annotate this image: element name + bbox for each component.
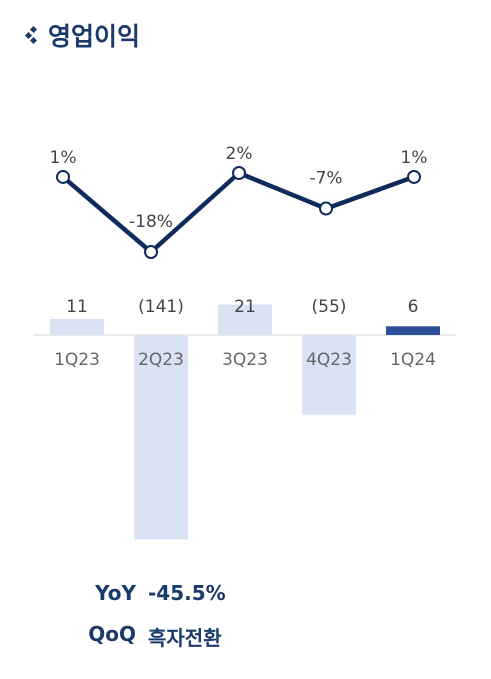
yoy-value: -45.5% [148, 581, 226, 605]
margin-label-3Q23: 2% [226, 144, 253, 164]
bar-1Q24 [386, 326, 440, 335]
margin-point-1Q23 [56, 169, 70, 184]
margin-line-series [60, 170, 417, 255]
bar-value-label-4Q23: (55) [312, 297, 347, 317]
category-label-1Q24: 1Q24 [390, 350, 436, 370]
category-label-4Q23: 4Q23 [306, 350, 352, 370]
section-header: 영업이익 [24, 17, 141, 53]
bar-value-label-1Q23: 11 [66, 297, 88, 317]
bar-value-label-1Q24: 6 [408, 297, 419, 317]
bar-4Q23 [302, 335, 356, 415]
qoq-row: QoQ 흑자전환 [76, 622, 222, 651]
margin-label-2Q23: -18% [129, 212, 173, 232]
qoq-label: QoQ [88, 622, 136, 646]
yoy-label: YoY [95, 581, 136, 605]
margin-label-1Q24: 1% [401, 148, 428, 168]
bar-value-label-2Q23: (141) [138, 297, 184, 317]
category-label-3Q23: 3Q23 [222, 350, 268, 370]
margin-label-4Q23: -7% [309, 169, 342, 189]
margin-point-1Q24 [407, 169, 421, 184]
margin-point-4Q23 [319, 201, 333, 216]
margin-point-3Q23 [232, 166, 246, 180]
margin-label-1Q23: 1% [50, 148, 77, 168]
category-label-2Q23: 2Q23 [138, 350, 184, 370]
section-title: 영업이익 [48, 22, 141, 51]
margin-point-2Q23 [144, 245, 158, 259]
bar-1Q23 [50, 319, 104, 335]
qoq-value: 흑자전환 [148, 626, 222, 650]
bar-value-label-3Q23: 21 [234, 297, 256, 317]
yoy-row: YoY -45.5% [76, 581, 226, 605]
bar-2Q23 [134, 335, 188, 540]
category-label-1Q23: 1Q23 [54, 350, 100, 370]
bar-3Q23 [218, 304, 272, 335]
